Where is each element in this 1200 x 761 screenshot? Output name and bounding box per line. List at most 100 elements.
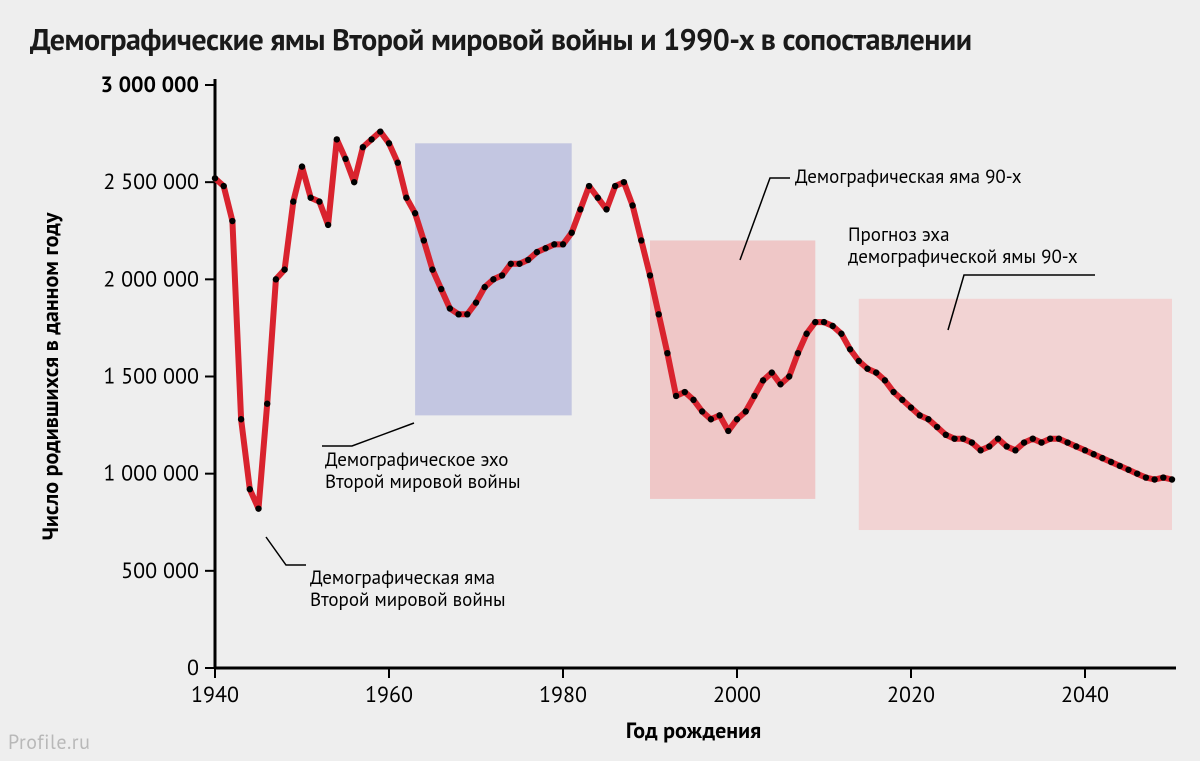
data-point <box>1073 443 1079 449</box>
data-point <box>725 428 731 434</box>
data-point <box>890 389 896 395</box>
data-point <box>769 369 775 375</box>
data-point <box>351 179 357 185</box>
data-point <box>699 408 705 414</box>
data-point <box>525 257 531 263</box>
data-point <box>221 183 227 189</box>
data-point <box>943 432 949 438</box>
data-point <box>1143 474 1149 480</box>
data-point <box>421 237 427 243</box>
data-point <box>977 447 983 453</box>
data-point <box>986 443 992 449</box>
y-tick-label: 1 500 000 <box>103 363 199 391</box>
data-point <box>621 179 627 185</box>
data-point <box>1108 459 1114 465</box>
data-point <box>325 222 331 228</box>
data-point <box>1134 470 1140 476</box>
data-point <box>334 136 340 142</box>
data-point <box>716 412 722 418</box>
x-tick-label: 1980 <box>539 681 587 709</box>
data-point <box>1091 451 1097 457</box>
data-point <box>516 261 522 267</box>
data-point <box>647 272 653 278</box>
data-point <box>229 218 235 224</box>
data-point <box>882 377 888 383</box>
data-point <box>673 393 679 399</box>
data-point <box>960 435 966 441</box>
data-point <box>664 350 670 356</box>
data-point <box>951 435 957 441</box>
data-point <box>917 412 923 418</box>
data-point <box>856 358 862 364</box>
data-point <box>386 140 392 146</box>
data-point <box>873 369 879 375</box>
data-point <box>803 331 809 337</box>
data-point <box>542 245 548 251</box>
data-point <box>969 439 975 445</box>
data-point <box>682 389 688 395</box>
data-point <box>925 416 931 422</box>
annot-ww2-pit: Демографическая яма Второй мировой войны <box>310 568 506 612</box>
x-tick-label: 2000 <box>713 681 761 709</box>
data-point <box>1160 474 1166 480</box>
data-point <box>1099 455 1105 461</box>
data-point <box>377 128 383 134</box>
data-point <box>360 144 366 150</box>
data-point <box>708 416 714 422</box>
data-point <box>1169 476 1175 482</box>
data-point <box>1056 435 1062 441</box>
data-point <box>577 206 583 212</box>
data-point <box>1151 476 1157 482</box>
x-axis-title: Год рождения <box>626 717 761 745</box>
annot-ww2-echo: Демографическое эхо Второй мировой войны <box>325 450 521 494</box>
data-point <box>1030 435 1036 441</box>
data-point <box>569 229 575 235</box>
data-point <box>316 198 322 204</box>
data-point <box>760 377 766 383</box>
data-point <box>812 319 818 325</box>
data-point <box>899 397 905 403</box>
data-point <box>1117 463 1123 469</box>
data-point <box>308 195 314 201</box>
data-point <box>1082 447 1088 453</box>
echo-90s-band <box>859 299 1172 530</box>
data-point <box>1012 447 1018 453</box>
data-point <box>629 202 635 208</box>
x-tick-label: 1940 <box>191 681 239 709</box>
data-point <box>299 163 305 169</box>
data-point <box>482 284 488 290</box>
data-point <box>1125 467 1131 473</box>
data-point <box>403 195 409 201</box>
data-point <box>238 416 244 422</box>
watermark: Profile.ru <box>8 729 90 755</box>
data-point <box>656 311 662 317</box>
chart-canvas: 0500 0001 000 0001 500 0002 000 0002 500… <box>0 0 1200 761</box>
y-tick-label: 500 000 <box>121 557 199 585</box>
data-point <box>1047 435 1053 441</box>
data-point <box>595 195 601 201</box>
y-tick-label: 0 <box>187 654 199 682</box>
data-point <box>473 299 479 305</box>
annot-90s-echo: Прогноз эха демографической ямы 90-х <box>848 225 1078 269</box>
data-point <box>1004 443 1010 449</box>
data-point <box>264 401 270 407</box>
data-point <box>551 241 557 247</box>
x-tick-label: 1960 <box>365 681 413 709</box>
data-point <box>490 276 496 282</box>
data-point <box>864 366 870 372</box>
data-point <box>342 156 348 162</box>
data-point <box>1064 439 1070 445</box>
data-point <box>847 346 853 352</box>
data-point <box>1038 439 1044 445</box>
x-tick-label: 2040 <box>1061 681 1109 709</box>
data-point <box>603 206 609 212</box>
data-point <box>255 505 261 511</box>
data-point <box>743 408 749 414</box>
data-point <box>212 175 218 181</box>
annot-ww2-echo-leader <box>322 423 414 446</box>
data-point <box>777 381 783 387</box>
x-tick-label: 2020 <box>887 681 935 709</box>
data-point <box>638 237 644 243</box>
data-point <box>786 373 792 379</box>
data-point <box>429 266 435 272</box>
